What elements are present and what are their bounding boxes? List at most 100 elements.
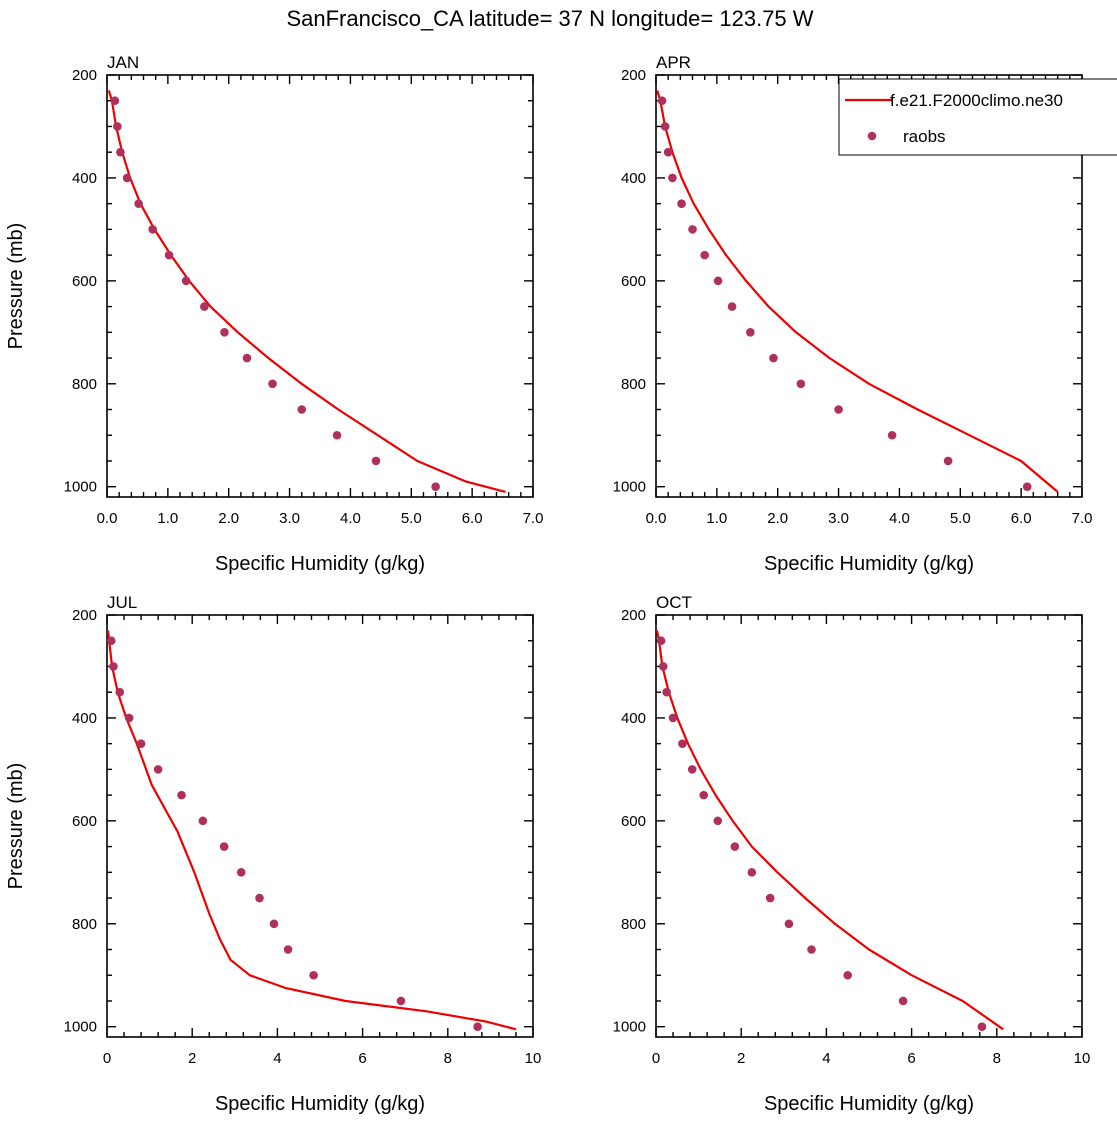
raobs-point bbox=[668, 713, 678, 723]
raobs-point bbox=[332, 430, 342, 440]
raobs-point bbox=[713, 816, 723, 826]
plot-frame bbox=[106, 74, 534, 498]
legend-label-model: f.e21.F2000climo.ne30 bbox=[890, 91, 1063, 110]
raobs-point bbox=[943, 456, 953, 466]
panel-label: JAN bbox=[107, 53, 139, 72]
raobs-point bbox=[687, 765, 697, 774]
y-tick-label: 1000 bbox=[613, 479, 646, 496]
raobs-point bbox=[807, 945, 816, 954]
raobs-point bbox=[657, 96, 667, 106]
legend-marker-swatch bbox=[867, 131, 877, 141]
x-tick-label: 7.0 bbox=[1072, 510, 1093, 527]
x-tick-label: 5.0 bbox=[401, 510, 422, 527]
plot-frame bbox=[106, 614, 534, 1038]
x-tick-label: 8 bbox=[444, 1050, 452, 1067]
y-tick-label: 1000 bbox=[613, 1019, 646, 1036]
raobs-point bbox=[658, 662, 668, 671]
x-tick-label: 4.0 bbox=[340, 510, 361, 527]
y-tick-label: 1000 bbox=[64, 479, 97, 496]
raobs-point bbox=[153, 765, 163, 774]
legend-box bbox=[838, 78, 1117, 156]
raobs-point bbox=[148, 225, 157, 234]
raobs-point bbox=[255, 893, 264, 903]
y-axis-label: Pressure (mb) bbox=[5, 223, 27, 350]
x-axis-label: Specific Humidity (g/kg) bbox=[764, 1093, 974, 1115]
raobs-point bbox=[242, 353, 252, 363]
raobs-point bbox=[663, 147, 673, 157]
x-tick-label: 0 bbox=[652, 1050, 660, 1067]
x-tick-label: 8 bbox=[993, 1050, 1001, 1067]
legend-label-raobs: raobs bbox=[903, 127, 946, 146]
x-tick-label: 0.0 bbox=[97, 510, 118, 527]
raobs-point bbox=[297, 405, 307, 414]
raobs-point bbox=[269, 919, 279, 929]
raobs-point bbox=[977, 1022, 987, 1032]
raobs-point bbox=[200, 302, 209, 311]
y-tick-label: 800 bbox=[621, 376, 646, 393]
model-series-line bbox=[106, 630, 517, 1031]
y-tick-label: 800 bbox=[72, 376, 97, 393]
panel-label: APR bbox=[656, 53, 691, 72]
raobs-point bbox=[473, 1022, 482, 1032]
raobs-point bbox=[769, 353, 778, 363]
raobs-point bbox=[181, 276, 191, 286]
raobs-point bbox=[662, 687, 671, 697]
raobs-point bbox=[177, 790, 186, 800]
x-tick-label: 2 bbox=[737, 1050, 745, 1067]
model-series-line bbox=[107, 90, 506, 493]
raobs-point bbox=[122, 173, 132, 183]
raobs-point bbox=[747, 868, 757, 877]
x-tick-label: 1.0 bbox=[157, 510, 178, 527]
y-tick-label: 200 bbox=[72, 607, 97, 624]
raobs-point bbox=[660, 122, 670, 131]
raobs-point bbox=[113, 122, 122, 131]
x-tick-label: 6.0 bbox=[462, 510, 483, 527]
y-tick-label: 200 bbox=[621, 607, 646, 624]
y-tick-label: 200 bbox=[72, 67, 97, 84]
y-tick-label: 800 bbox=[72, 916, 97, 933]
model-series-line bbox=[655, 630, 1004, 1031]
raobs-point bbox=[283, 945, 293, 954]
raobs-point bbox=[713, 276, 723, 286]
panel-label: OCT bbox=[656, 593, 692, 612]
x-tick-label: 1.0 bbox=[706, 510, 727, 527]
panel-jul: JUL 0 2 4 6 8 10 200 400 600 800 1000 Specific Humid… bbox=[5, 593, 541, 1115]
raobs-point bbox=[668, 173, 677, 183]
x-tick-label: 3.0 bbox=[828, 510, 849, 527]
raobs-point bbox=[109, 662, 118, 671]
raobs-point bbox=[309, 970, 318, 980]
x-tick-label: 2.0 bbox=[218, 510, 239, 527]
raobs-point bbox=[1022, 482, 1032, 492]
raobs-point bbox=[116, 147, 125, 157]
raobs-point bbox=[834, 405, 843, 414]
raobs-point bbox=[677, 199, 686, 208]
raobs-point bbox=[727, 302, 737, 311]
raobs-point bbox=[136, 739, 146, 748]
raobs-point bbox=[110, 96, 120, 106]
raobs-point bbox=[746, 328, 755, 337]
figure-title: SanFrancisco_CA latitude= 37 N longitude… bbox=[286, 6, 813, 31]
raobs-point bbox=[730, 842, 740, 851]
panel-oct: OCT 0 2 4 6 8 10 200 400 600 800 1000 Specific Humid… bbox=[613, 593, 1091, 1115]
panel-label: JUL bbox=[107, 593, 137, 612]
raobs-point bbox=[106, 636, 116, 646]
raobs-point bbox=[784, 919, 794, 929]
y-tick-label: 600 bbox=[72, 813, 97, 830]
x-tick-label: 4 bbox=[822, 1050, 830, 1067]
raobs-point bbox=[678, 739, 687, 748]
y-tick-label: 200 bbox=[621, 67, 646, 84]
raobs-point bbox=[134, 199, 143, 208]
raobs-point bbox=[268, 379, 277, 389]
y-tick-label: 400 bbox=[72, 170, 97, 187]
y-tick-label: 800 bbox=[621, 916, 646, 933]
y-tick-label: 400 bbox=[621, 170, 646, 187]
raobs-point bbox=[371, 456, 381, 466]
raobs-point bbox=[219, 842, 229, 851]
raobs-point bbox=[898, 996, 908, 1006]
x-axis-label: Specific Humidity (g/kg) bbox=[215, 1093, 425, 1115]
x-tick-label: 10 bbox=[1074, 1050, 1091, 1067]
y-tick-label: 400 bbox=[621, 710, 646, 727]
y-tick-label: 400 bbox=[72, 710, 97, 727]
raobs-point bbox=[431, 482, 440, 492]
